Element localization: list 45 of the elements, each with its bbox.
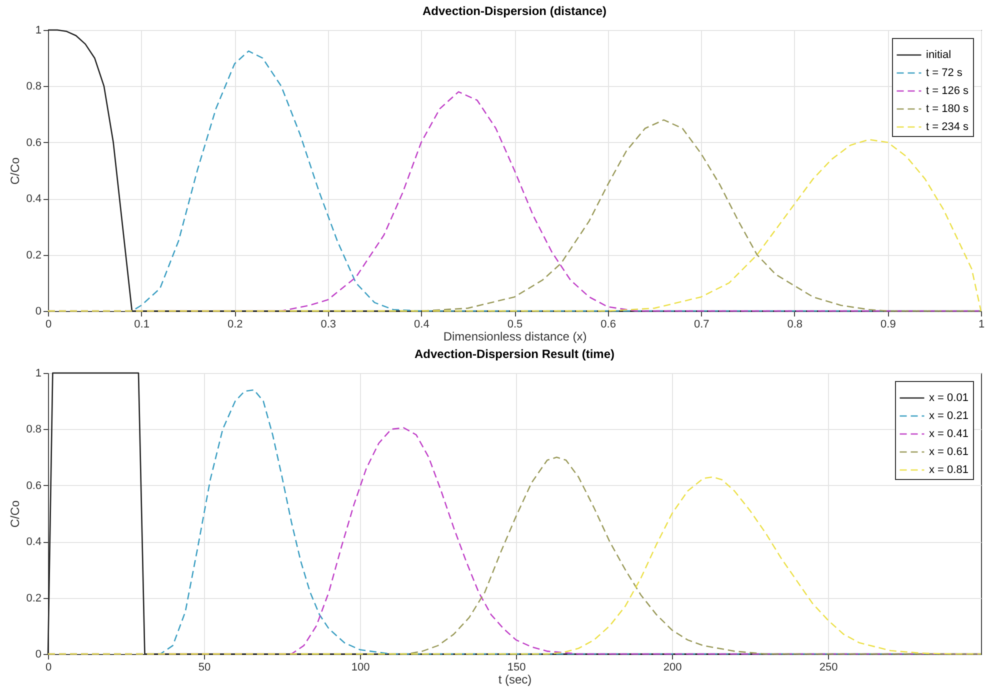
legend-label: x = 0.01	[929, 392, 968, 404]
x-tick-label: 200	[663, 662, 682, 674]
legend-label: x = 0.81	[929, 464, 968, 476]
legend-label: initial	[926, 49, 952, 61]
y-tick-label: 0.2	[26, 249, 42, 262]
y-tick-label: 0.4	[26, 193, 42, 206]
y-axis-title: C/Co	[8, 157, 22, 185]
y-tick-label: 0.2	[26, 592, 42, 604]
x-tick-label: 0.8	[787, 318, 803, 330]
x-tick-label: 0	[45, 662, 52, 674]
y-tick-label: 1	[35, 368, 42, 380]
x-tick-label: 150	[507, 662, 526, 674]
y-tick-label: 0.6	[26, 480, 42, 492]
legend-label: t = 72 s	[926, 67, 963, 79]
x-tick-label: 50	[198, 662, 211, 674]
chart-title: Advection-Dispersion (distance)	[422, 4, 607, 18]
x-tick-label: 0.4	[414, 318, 430, 330]
y-axis-title: C/Co	[8, 500, 22, 528]
y-tick-label: 0.6	[26, 136, 42, 149]
x-tick-label: 1	[978, 318, 985, 330]
legend-label: t = 234 s	[926, 121, 969, 133]
x-tick-label: 0.1	[134, 318, 150, 330]
y-tick-label: 0.4	[26, 536, 42, 548]
x-tick-label: 0.2	[227, 318, 243, 330]
y-tick-label: 0.8	[26, 80, 42, 93]
y-tick-label: 0	[35, 648, 42, 660]
legend-label: t = 180 s	[926, 103, 969, 115]
x-tick-label: 0.6	[600, 318, 616, 330]
legend-label: x = 0.61	[929, 446, 968, 458]
x-tick-label: 250	[819, 662, 838, 674]
legend-label: t = 126 s	[926, 85, 969, 97]
y-tick-label: 0.8	[26, 424, 42, 436]
legend-label: x = 0.21	[929, 410, 968, 422]
x-axis-title: t (sec)	[498, 672, 532, 686]
legend-label: x = 0.41	[929, 428, 968, 440]
x-axis-title: Dimensionless distance (x)	[443, 330, 587, 344]
y-tick-label: 1	[35, 24, 42, 36]
x-tick-label: 0.3	[320, 318, 336, 330]
chart-title: Advection-Dispersion Result (time)	[414, 347, 615, 361]
x-tick-label: 0.9	[880, 318, 896, 330]
x-tick-label: 100	[351, 662, 370, 674]
y-tick-label: 0	[35, 306, 42, 318]
x-tick-label: 0	[45, 318, 52, 330]
x-tick-label: 0.7	[694, 318, 710, 330]
x-tick-label: 0.5	[507, 318, 523, 330]
